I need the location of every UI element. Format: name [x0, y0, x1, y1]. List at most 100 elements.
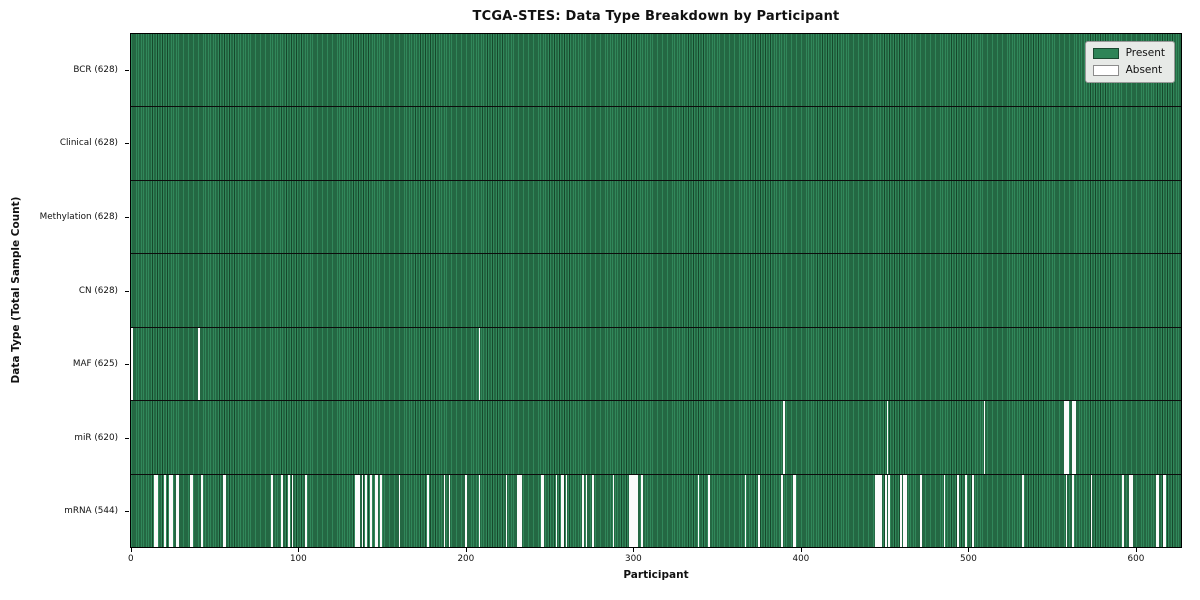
absent-marker	[880, 474, 882, 547]
x-tick-mark	[633, 548, 635, 552]
absent-marker	[370, 474, 372, 547]
heatmap-row-clinical	[131, 106, 1181, 180]
chart-title: TCGA-STES: Data Type Breakdown by Partic…	[472, 9, 840, 24]
absent-marker	[1162, 474, 1165, 547]
x-tick-mark	[800, 548, 802, 552]
absent-marker	[707, 474, 710, 547]
heatmap-row-cn	[131, 253, 1181, 327]
x-tick-label: 300	[624, 554, 642, 564]
y-axis-ticks: BCR (628) Clinical (628) Methylation (628)…	[0, 33, 130, 548]
x-tick-label: 200	[457, 554, 475, 564]
absent-marker	[176, 474, 178, 547]
absent-marker	[875, 474, 877, 547]
legend-label: Present	[1125, 47, 1165, 59]
y-tick-mark	[125, 216, 129, 218]
absent-marker	[886, 401, 889, 474]
x-tick-mark	[130, 548, 132, 552]
x-tick-label: 600	[1127, 554, 1145, 564]
y-tick-label: miR (620)	[74, 432, 118, 443]
legend-swatch-icon	[1092, 47, 1119, 59]
absent-marker	[585, 474, 588, 547]
y-tick-label: mRNA (544)	[64, 506, 118, 517]
y-tick-label: MAF (625)	[72, 359, 118, 370]
legend-swatch-icon	[1092, 64, 1119, 76]
absent-marker	[1155, 474, 1158, 547]
absent-marker	[885, 474, 887, 547]
absent-marker	[630, 474, 633, 547]
absent-marker	[634, 474, 636, 547]
y-tick-mark	[125, 69, 129, 71]
absent-marker	[1122, 474, 1125, 547]
x-tick-mark	[968, 548, 970, 552]
absent-marker	[1157, 474, 1160, 547]
legend-label: Absent	[1125, 64, 1163, 76]
absent-marker	[398, 474, 401, 547]
y-tick-label: Methylation (628)	[39, 211, 118, 222]
absent-marker	[224, 474, 227, 547]
absent-marker	[288, 474, 290, 547]
absent-marker	[876, 474, 879, 547]
absent-marker	[443, 474, 446, 547]
absent-marker	[744, 474, 747, 547]
absent-marker	[365, 474, 367, 547]
y-tick-mark	[125, 364, 129, 366]
absent-marker	[905, 474, 907, 547]
absent-marker	[201, 474, 203, 547]
absent-marker	[1090, 474, 1093, 547]
y-tick-label: BCR (628)	[73, 64, 118, 75]
absent-marker	[517, 474, 519, 547]
heatmap-row-mir	[131, 400, 1181, 474]
absent-marker	[540, 474, 543, 547]
heatmap-row-mrna	[131, 473, 1181, 547]
absent-marker	[793, 474, 795, 547]
heatmap-row-bcr	[131, 34, 1181, 107]
heatmap-row-methylation	[131, 179, 1181, 254]
absent-marker	[281, 474, 284, 547]
absent-marker	[1129, 474, 1131, 547]
absent-marker	[697, 474, 700, 547]
absent-marker	[888, 474, 891, 547]
absent-marker	[156, 474, 158, 547]
legend: Present Absent	[1084, 41, 1175, 83]
absent-marker	[640, 474, 643, 547]
absent-marker	[478, 474, 481, 547]
absent-marker	[520, 474, 523, 547]
x-tick-label: 500	[960, 554, 977, 564]
absent-marker	[376, 474, 379, 547]
absent-marker	[1164, 474, 1166, 547]
absent-marker	[900, 474, 902, 547]
absent-marker	[592, 474, 595, 547]
absent-marker	[878, 474, 881, 547]
absent-marker	[903, 474, 906, 547]
absent-marker	[629, 474, 631, 547]
absent-marker	[956, 474, 959, 547]
absent-marker	[448, 474, 451, 547]
absent-marker	[635, 474, 638, 547]
absent-marker	[191, 474, 193, 547]
x-axis-ticks: 0 100 200 300 400 500 600	[128, 548, 1182, 570]
x-axis-label: Participant	[623, 569, 689, 581]
x-tick-label: 0	[128, 554, 134, 564]
absent-marker	[189, 474, 192, 547]
absent-marker	[1065, 474, 1068, 547]
absent-marker	[505, 474, 508, 547]
absent-marker	[1072, 474, 1074, 547]
absent-marker	[291, 474, 294, 547]
absent-marker	[542, 474, 544, 547]
absent-marker	[943, 474, 946, 547]
legend-item-present: Present	[1092, 47, 1165, 59]
absent-marker	[1063, 401, 1066, 474]
absent-marker	[983, 401, 986, 474]
absent-marker	[164, 474, 167, 547]
y-tick-mark	[125, 437, 129, 439]
absent-marker	[783, 401, 785, 474]
x-tick-mark	[465, 548, 467, 552]
absent-marker	[304, 474, 307, 547]
y-tick-label: Clinical (628)	[59, 138, 118, 149]
plot-area: Present Absent	[130, 33, 1182, 548]
absent-marker	[518, 474, 521, 547]
x-tick-label: 400	[792, 554, 810, 564]
absent-marker	[177, 474, 180, 547]
absent-marker	[965, 474, 967, 547]
